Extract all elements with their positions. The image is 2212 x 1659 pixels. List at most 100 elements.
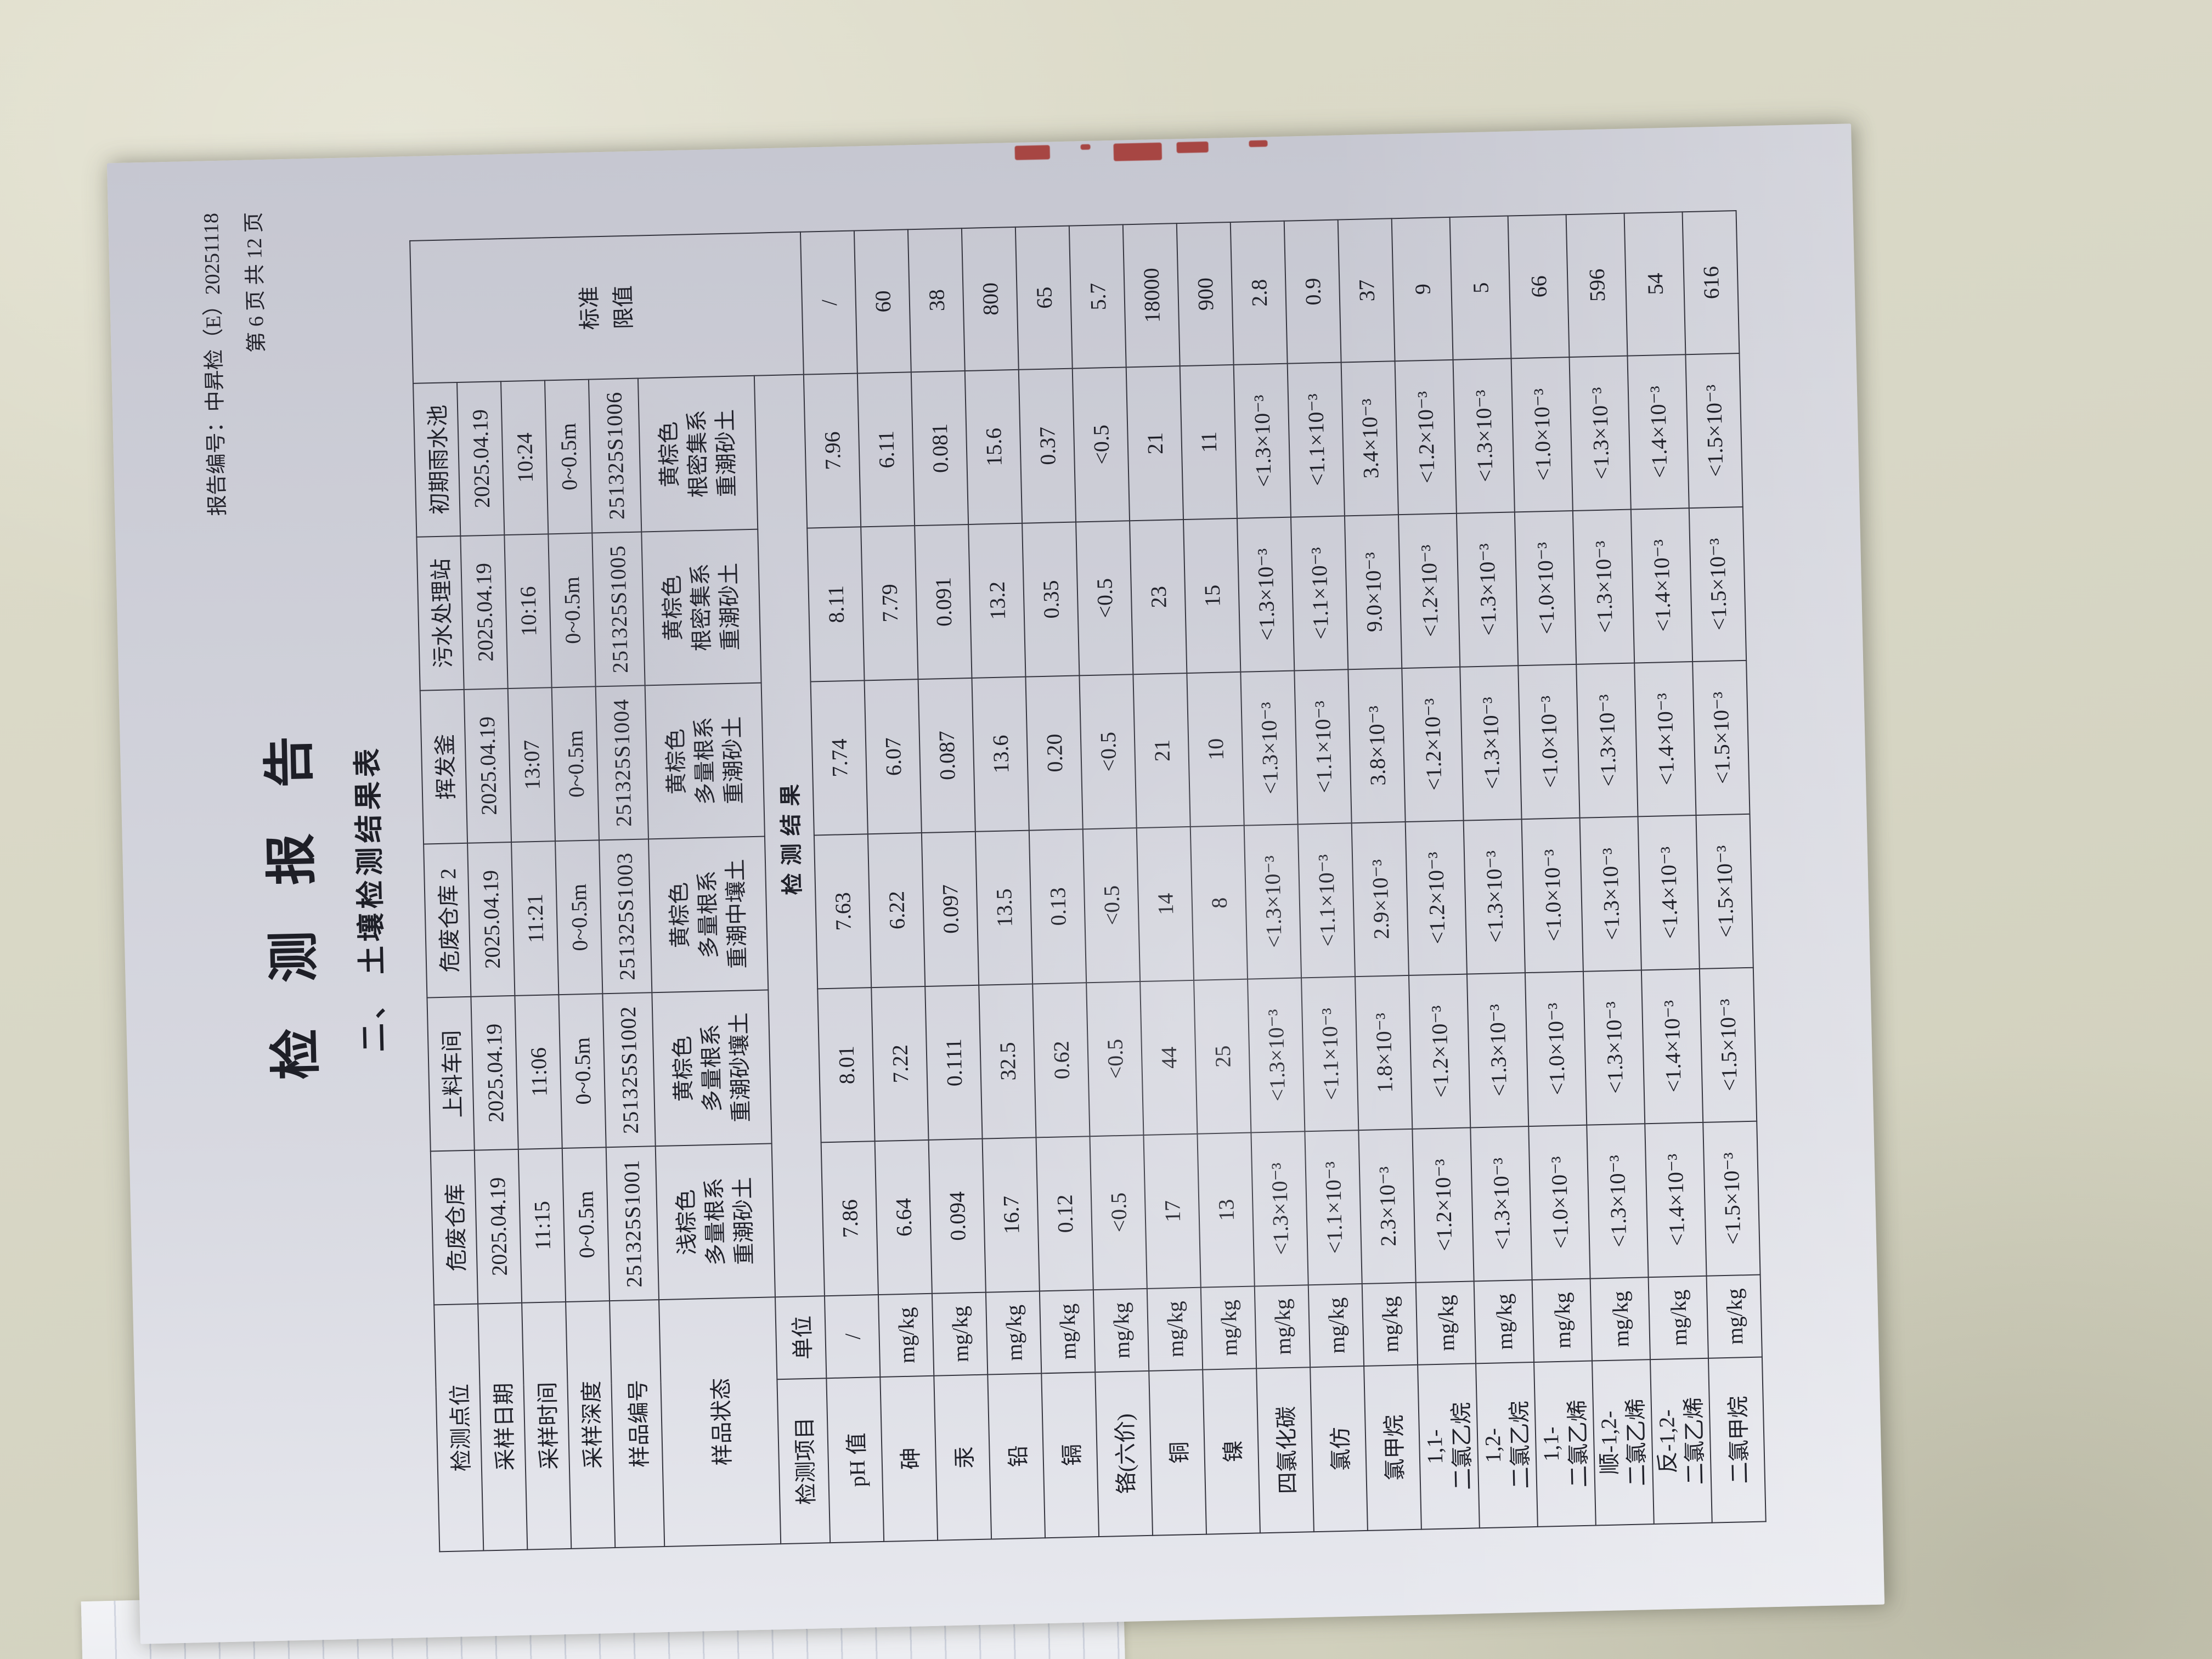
item-limit: 616 xyxy=(1682,211,1740,355)
item-name: 1,1- 二氯乙烷 xyxy=(1418,1363,1480,1530)
item-unit: mg/kg xyxy=(1093,1288,1149,1373)
sample-depth: 0~0.5m xyxy=(551,686,600,842)
sample-depth: 0~0.5m xyxy=(544,379,592,534)
result-value: <1.5×10⁻³ xyxy=(1685,353,1743,509)
result-value: <1.2×10⁻³ xyxy=(1405,820,1467,975)
item-limit: 800 xyxy=(961,227,1019,371)
item-limit: 9 xyxy=(1391,217,1453,362)
result-value: <1.2×10⁻³ xyxy=(1412,1127,1474,1283)
result-value: <1.5×10⁻³ xyxy=(1689,506,1747,662)
item-unit: mg/kg xyxy=(1362,1282,1418,1367)
item-name: 氯甲烷 xyxy=(1364,1364,1421,1531)
sample-state: 黄棕色 根密集系 重潮砂土 xyxy=(641,529,761,686)
item-limit: 66 xyxy=(1508,215,1570,359)
sample-code: 251325S1004 xyxy=(595,685,648,840)
item-unit: mg/kg xyxy=(1147,1287,1203,1371)
result-value: <1.5×10⁻³ xyxy=(1692,660,1750,816)
result-value: <1.3×10⁻³ xyxy=(1466,973,1529,1128)
item-limit: 65 xyxy=(1015,225,1073,370)
result-value: <1.0×10⁻³ xyxy=(1525,971,1587,1127)
result-value: 13 xyxy=(1197,1132,1255,1288)
result-value: 44 xyxy=(1140,980,1198,1136)
item-name: 铬(六价) xyxy=(1095,1370,1153,1537)
result-value: 14 xyxy=(1136,826,1194,982)
row-label-time: 采样时间 xyxy=(522,1301,572,1550)
result-value: 6.64 xyxy=(874,1139,932,1295)
item-limit: 37 xyxy=(1338,218,1395,363)
result-value: <1.4×10⁻³ xyxy=(1641,968,1703,1124)
item-name: 铅 xyxy=(988,1373,1046,1539)
result-value: 3.8×10⁻³ xyxy=(1348,668,1406,823)
result-value: 0.081 xyxy=(911,371,969,526)
item-limit: 596 xyxy=(1566,213,1628,358)
sample-code: 251325S1005 xyxy=(592,532,645,687)
result-value: 0.37 xyxy=(1018,368,1076,523)
sample-name: 挥发釜 xyxy=(420,689,468,844)
sample-code: 251325S1001 xyxy=(606,1146,659,1301)
result-value: <1.4×10⁻³ xyxy=(1627,354,1689,510)
item-unit: mg/kg xyxy=(1308,1284,1364,1368)
item-name: 四氯化碳 xyxy=(1256,1367,1314,1533)
result-value: 0.091 xyxy=(915,524,972,680)
result-value: 0.13 xyxy=(1029,829,1087,984)
item-limit: 60 xyxy=(854,229,911,374)
item-unit: mg/kg xyxy=(985,1291,1042,1375)
sample-state: 黄棕色 多量根系 重潮中壤土 xyxy=(648,836,769,993)
sample-date: 2025.04.19 xyxy=(471,995,518,1150)
sample-state: 黄棕色 根密集系 重潮砂土 xyxy=(637,375,758,532)
item-unit: / xyxy=(824,1295,881,1379)
item-unit: mg/kg xyxy=(1039,1290,1096,1374)
result-value: 7.96 xyxy=(803,373,861,528)
result-value: 15 xyxy=(1183,518,1241,673)
result-value: 1.8×10⁻³ xyxy=(1355,975,1413,1131)
red-seal-fragment xyxy=(1113,142,1163,161)
item-name: 铜 xyxy=(1149,1369,1206,1536)
sample-time: 11:15 xyxy=(518,1148,566,1303)
result-value: <1.3×10⁻³ xyxy=(1576,663,1638,818)
sample-code: 251325S1006 xyxy=(588,378,642,533)
result-value: <1.5×10⁻³ xyxy=(1703,1121,1760,1276)
result-value: <0.5 xyxy=(1090,1135,1147,1290)
item-name: 镍 xyxy=(1203,1368,1260,1534)
result-value: <1.3×10⁻³ xyxy=(1572,509,1635,664)
sample-name: 初期雨水池 xyxy=(413,382,461,537)
result-value: <1.3×10⁻³ xyxy=(1244,824,1302,979)
row-label-date: 采样日期 xyxy=(478,1302,528,1551)
item-unit: mg/kg xyxy=(1200,1286,1257,1370)
result-value: <1.3×10⁻³ xyxy=(1248,978,1305,1133)
sample-time: 13:07 xyxy=(507,687,556,843)
result-value: <1.1×10⁻³ xyxy=(1297,823,1356,978)
result-value: <1.3×10⁻³ xyxy=(1456,512,1519,667)
result-value: <1.1×10⁻³ xyxy=(1305,1130,1362,1285)
result-value: <1.3×10⁻³ xyxy=(1569,356,1631,511)
sample-date: 2025.04.19 xyxy=(467,842,515,997)
result-value: 2.9×10⁻³ xyxy=(1351,822,1409,977)
results-table: 检测点位 危废仓库 上料车间 危废仓库 2 挥发釜 污水处理站 初期雨水池 标准 限值 采样日期 2… xyxy=(409,210,1767,1552)
result-value: <1.2×10⁻³ xyxy=(1408,974,1471,1129)
limit-column-header: 标准 限值 xyxy=(410,232,804,383)
seal-fragments xyxy=(107,163,140,1644)
result-value: 32.5 xyxy=(979,984,1036,1139)
result-value: 7.86 xyxy=(821,1141,878,1296)
result-value: 0.087 xyxy=(918,678,975,833)
result-value: <1.0×10⁻³ xyxy=(1514,510,1577,666)
item-limit: 18000 xyxy=(1122,223,1180,368)
result-value: <1.1×10⁻³ xyxy=(1294,669,1352,825)
result-value: <0.5 xyxy=(1076,521,1133,676)
result-value: 0.12 xyxy=(1036,1136,1093,1291)
result-value: 8.11 xyxy=(807,527,865,682)
item-name: pH 值 xyxy=(826,1377,884,1543)
page-title: 检 测 报 告 xyxy=(260,719,326,1081)
result-value: 3.4×10⁻³ xyxy=(1341,361,1398,516)
result-value: <1.3×10⁻³ xyxy=(1240,670,1298,826)
sample-date: 2025.04.19 xyxy=(457,381,505,536)
result-value: <1.2×10⁻³ xyxy=(1402,667,1464,822)
red-seal-fragment xyxy=(1080,144,1091,150)
item-name: 1,1- 二氯乙烯 xyxy=(1534,1361,1596,1527)
result-value: 25 xyxy=(1194,979,1251,1134)
result-value: 0.35 xyxy=(1022,522,1080,677)
sample-time: 11:06 xyxy=(515,995,562,1149)
result-value: 16.7 xyxy=(982,1137,1040,1293)
result-value: <1.0×10⁻³ xyxy=(1518,664,1580,820)
